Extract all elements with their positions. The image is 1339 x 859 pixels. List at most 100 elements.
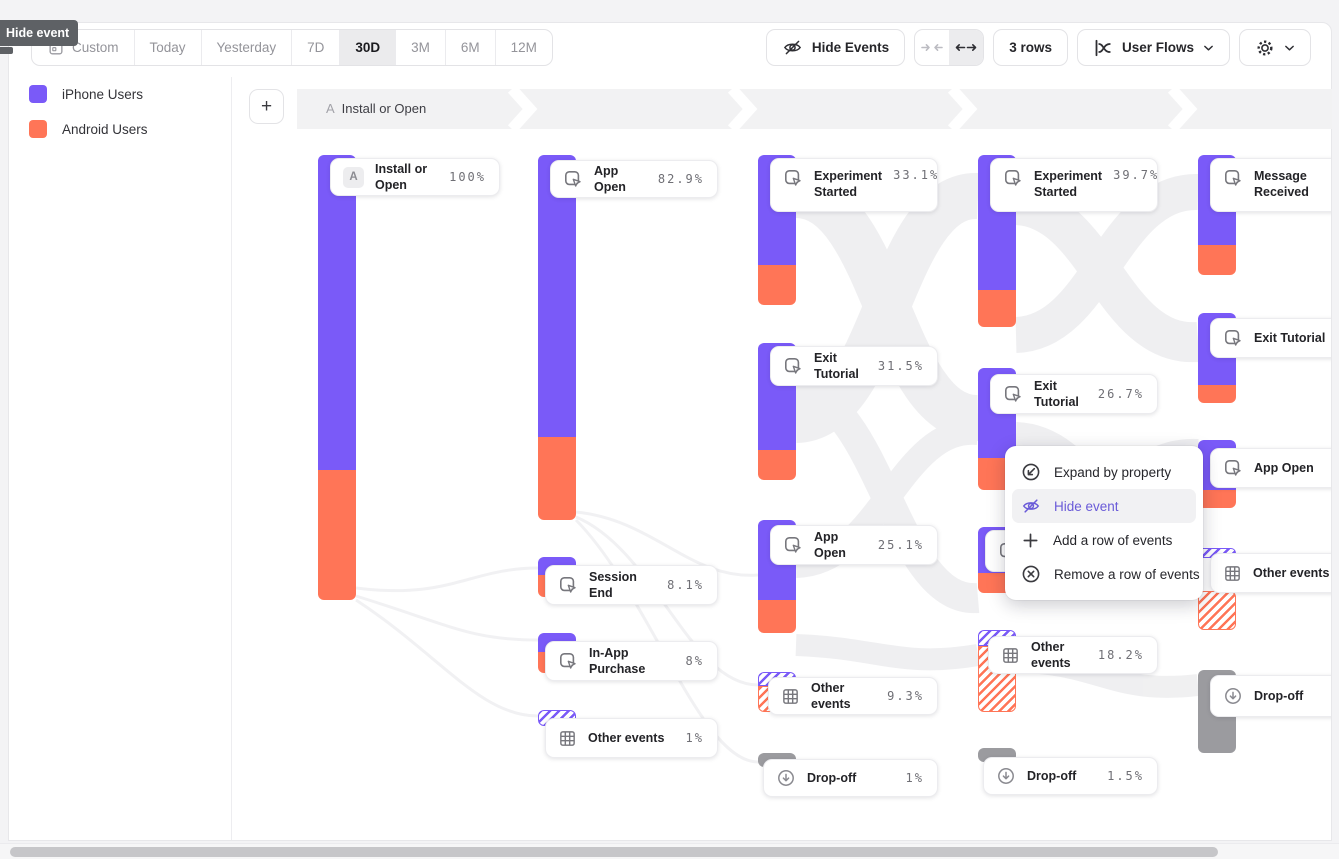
date-range-label: Yesterday [216, 40, 277, 55]
flow-bar-segment-orange[interactable] [1198, 385, 1236, 403]
expand-columns-button[interactable] [949, 30, 984, 65]
flow-node-card[interactable]: Experiment Started 39.7% [990, 158, 1158, 212]
flow-node-card[interactable]: Other events [1210, 553, 1331, 593]
date-range-today[interactable]: Today [135, 30, 202, 65]
arrows-inward-icon [920, 40, 944, 55]
arrows-outward-icon [954, 40, 978, 55]
node-label: Drop-off [1254, 688, 1304, 703]
flow-chart: A Install or Open 100% App Open 82.9% Session… [9, 23, 1331, 840]
flow-bar-segment-orange[interactable] [1198, 245, 1236, 275]
flow-node-card[interactable]: App Open 82.9% [550, 160, 718, 198]
user-flows-icon [1093, 38, 1113, 58]
flow-node-card[interactable]: Other events 18.2% [988, 636, 1158, 674]
flow-bar-segment-purple[interactable] [538, 155, 576, 437]
flow-node-card[interactable]: A Install or Open 100% [330, 158, 500, 196]
flow-node-card[interactable]: Exit Tutorial [1210, 318, 1331, 358]
flow-bar-segment-orange[interactable] [758, 450, 796, 480]
flow-bar-segment-hatch-orange[interactable] [1198, 591, 1236, 630]
node-label: Other events [588, 730, 665, 745]
rows-button[interactable]: 3 rows [993, 29, 1068, 66]
flow-bar-segment-orange[interactable] [538, 437, 576, 520]
app-open-icon [1223, 328, 1243, 348]
node-value: 8% [685, 654, 704, 668]
grid-icon [558, 729, 577, 748]
node-value: 1% [905, 771, 924, 785]
add-step-button[interactable]: + [249, 89, 284, 124]
app-open-icon [1223, 458, 1243, 478]
date-range-30d[interactable]: 30D [340, 30, 397, 65]
app-open-icon [783, 168, 803, 188]
app-open-icon [783, 535, 803, 555]
node-label: Session End [589, 569, 637, 600]
node-value: 1% [685, 731, 704, 745]
flow-bar-segment-purple[interactable] [318, 155, 356, 470]
date-range-label: Today [149, 40, 186, 55]
event-context-menu: Expand by property Hide event Add a row of… [1005, 446, 1203, 600]
node-label: Other events [811, 680, 851, 711]
date-range-yesterday[interactable]: Yesterday [202, 30, 293, 65]
app-open-icon [1003, 168, 1023, 188]
flow-node-card[interactable]: In-App Purchase 8% [545, 641, 718, 681]
node-value: 25.1% [877, 538, 924, 552]
eye-off-icon [782, 37, 803, 58]
horizontal-scrollbar[interactable] [0, 843, 1339, 859]
flow-bar-segment-orange[interactable] [758, 265, 796, 305]
node-label: Experiment Started [814, 169, 883, 200]
settings-button[interactable] [1239, 29, 1311, 66]
flow-bar-segment-orange[interactable] [978, 290, 1016, 327]
flow-node-card[interactable]: Exit Tutorial 31.5% [770, 346, 938, 386]
node-value: 1.5% [1107, 769, 1144, 783]
flow-node-card[interactable]: Drop-off 1.5% [983, 757, 1158, 795]
flow-bar-segment-orange[interactable] [318, 470, 356, 600]
node-value: 26.7% [1097, 387, 1144, 401]
node-label: Drop-off [807, 770, 857, 785]
legend-label: Android Users [62, 121, 148, 137]
flow-node-card[interactable]: Experiment Started 33.1% [770, 158, 938, 212]
node-value: 100% [449, 170, 486, 184]
menu-item-remove-a-row-of-events[interactable]: Remove a row of events [1012, 557, 1200, 591]
collapse-expand-control [914, 29, 985, 66]
grid-icon [1001, 646, 1020, 665]
app-open-icon [558, 575, 578, 595]
date-range-label: 7D [307, 40, 325, 55]
menu-item-hide-event[interactable]: Hide event [1012, 489, 1196, 523]
node-label: Exit Tutorial [1034, 378, 1079, 409]
flow-node-card[interactable]: Other events 9.3% [768, 677, 938, 715]
flow-node-card[interactable]: Session End 8.1% [545, 565, 718, 605]
drop-off-icon [776, 768, 796, 788]
legend-item[interactable]: Android Users [29, 120, 148, 138]
flow-node-card[interactable]: App Open 25.1% [770, 525, 938, 565]
flow-bar-segment-orange[interactable] [758, 600, 796, 633]
node-label: Exit Tutorial [1254, 330, 1326, 345]
node-label: Message Received [1254, 169, 1309, 200]
node-value: 9.3% [887, 689, 924, 703]
hide-events-button[interactable]: Hide Events [765, 29, 906, 66]
flow-node-card[interactable]: App Open [1210, 448, 1331, 488]
grid-icon [1223, 564, 1242, 583]
flow-bar-segment-orange[interactable] [1198, 490, 1236, 508]
flow-node-card[interactable]: Other events 1% [545, 718, 718, 758]
date-range-6m[interactable]: 6M [446, 30, 496, 65]
flow-node-card[interactable]: Drop-off [1210, 675, 1331, 717]
scrollbar-thumb[interactable] [10, 847, 1218, 857]
date-range-label: 12M [510, 40, 537, 55]
date-range-12m[interactable]: 12M [496, 30, 552, 65]
date-range-3m[interactable]: 3M [396, 30, 446, 65]
flow-node-card[interactable]: Drop-off 1% [763, 759, 938, 797]
flow-node-card[interactable]: Message Received [1210, 158, 1331, 212]
menu-item-expand-by-property[interactable]: Expand by property [1012, 455, 1196, 489]
chevron-down-icon [1284, 44, 1295, 52]
menu-item-add-a-row-of-events[interactable]: Add a row of events [1012, 523, 1196, 557]
collapse-columns-button[interactable] [915, 30, 949, 65]
app-open-icon [563, 169, 583, 189]
view-selector[interactable]: User Flows [1076, 29, 1230, 66]
node-label: Experiment Started [1034, 169, 1103, 200]
flow-node-card[interactable]: Exit Tutorial 26.7% [990, 374, 1158, 414]
date-range-7d[interactable]: 7D [292, 30, 341, 65]
node-label: Exit Tutorial [814, 350, 859, 381]
step-header-bar[interactable]: A Install or Open [297, 89, 1332, 129]
menu-item-label: Expand by property [1054, 464, 1172, 480]
legend-item[interactable]: iPhone Users [29, 85, 148, 103]
date-range-label: 30D [355, 40, 381, 55]
step-prefix: A [326, 101, 335, 116]
